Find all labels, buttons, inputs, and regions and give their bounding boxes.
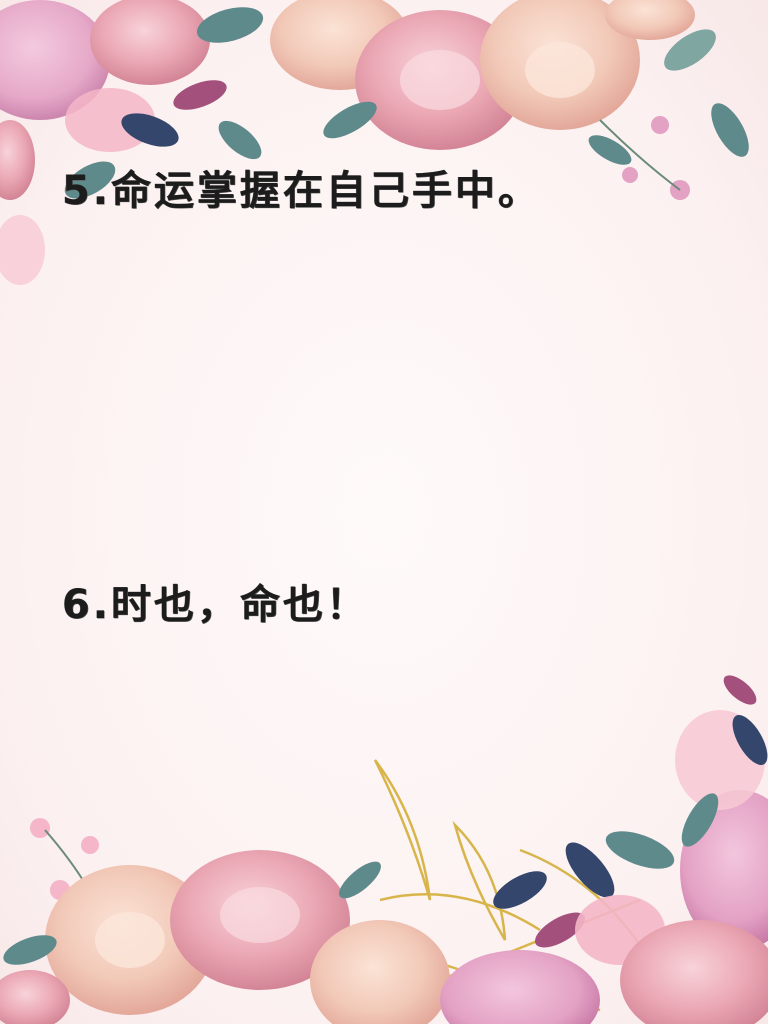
floral-border-bottom — [0, 675, 768, 1024]
floral-border-top — [0, 0, 749, 285]
text-line-6: 6.时也，命也！ — [62, 582, 370, 628]
text-line-5: 5.命运掌握在自己手中。 — [62, 168, 542, 214]
